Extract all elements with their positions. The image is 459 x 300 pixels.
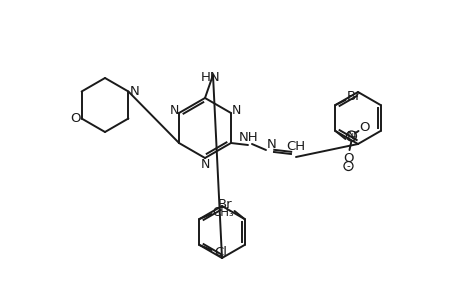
Text: -: - xyxy=(346,161,350,171)
Text: Br: Br xyxy=(347,89,361,103)
Text: O: O xyxy=(70,112,81,125)
Text: N: N xyxy=(200,158,209,170)
Text: O: O xyxy=(358,121,369,134)
Text: +: + xyxy=(347,131,354,140)
Text: N: N xyxy=(129,85,139,98)
Text: Cl: Cl xyxy=(213,247,226,260)
Text: N: N xyxy=(169,103,178,116)
Text: NH: NH xyxy=(239,130,258,143)
Text: N: N xyxy=(231,103,240,116)
Text: O: O xyxy=(342,152,353,164)
Text: N: N xyxy=(346,130,356,142)
Text: CH₃: CH₃ xyxy=(212,206,234,218)
Text: N: N xyxy=(267,137,276,151)
Text: HN: HN xyxy=(201,70,220,83)
Text: Br: Br xyxy=(218,199,232,212)
Text: CH: CH xyxy=(286,140,305,152)
